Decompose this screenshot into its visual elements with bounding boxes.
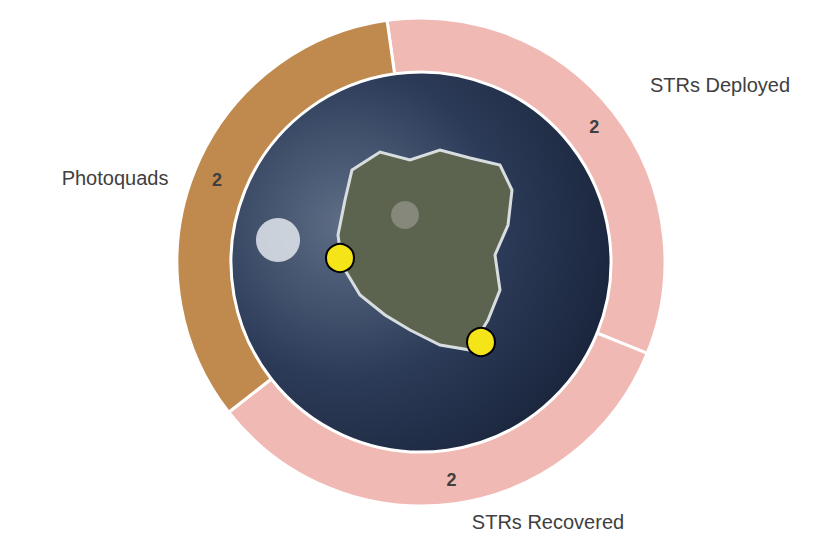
svg-text:2: 2 — [589, 117, 599, 137]
svg-text:2: 2 — [447, 470, 457, 490]
svg-text:2: 2 — [212, 170, 222, 190]
svg-text:Photoquads: Photoquads — [62, 167, 169, 189]
svg-text:STRs Deployed: STRs Deployed — [650, 74, 790, 96]
svg-text:STRs Recovered: STRs Recovered — [472, 511, 624, 533]
